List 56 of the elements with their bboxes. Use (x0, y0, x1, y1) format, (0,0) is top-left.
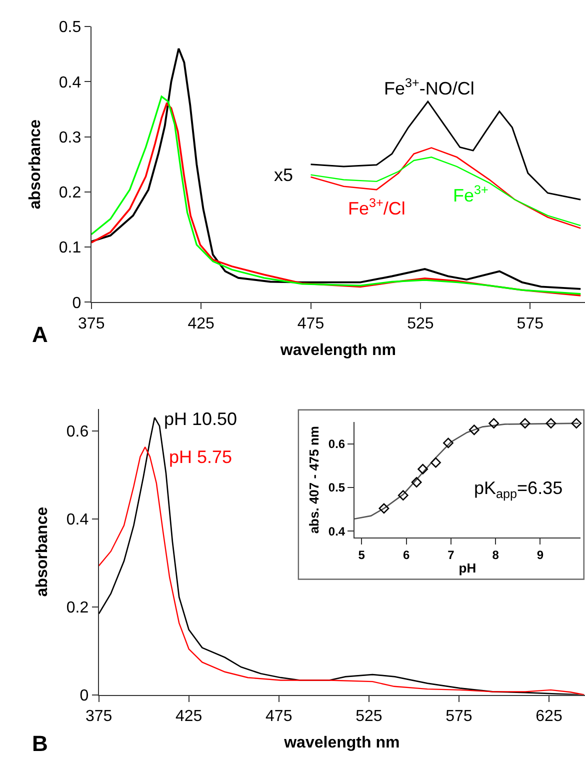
series-label: Fe$^{3+}$/Cl (348, 196, 406, 219)
text: B (32, 731, 48, 756)
series-label: Fe$^{3+}$ (453, 183, 488, 206)
point (378, 503, 390, 514)
y-tick-label: 0 (80, 687, 89, 704)
y-tick-label: 0.4 (328, 524, 346, 538)
y-tick-label: 0.5 (58, 19, 82, 36)
x-tick-label: 7 (448, 548, 455, 562)
series-label: pH 5.75 (169, 447, 232, 467)
y-tick-label: 0.5 (328, 480, 346, 495)
series-label: pH 10.50 (164, 409, 238, 429)
x-tick-label: 5 (358, 548, 366, 562)
y-tick-label: 0.2 (58, 184, 82, 202)
line-series (91, 48, 582, 290)
x-tick-label: 525 (356, 708, 382, 725)
y-axis-title: absorbance (34, 506, 52, 597)
point (418, 464, 428, 474)
x-tick-label: 575 (516, 315, 544, 332)
y-axis-title: abs. 407 - 475 nm (306, 426, 322, 534)
point (468, 424, 480, 436)
point (398, 490, 408, 501)
x-tick-label: 475 (297, 315, 324, 332)
x-tick-label: 525 (407, 315, 434, 332)
point (443, 438, 454, 448)
x-tick-label: 425 (188, 315, 215, 332)
point (520, 418, 530, 429)
y-tick-label: 0.3 (58, 129, 82, 146)
y-tick-label: 0.2 (66, 599, 89, 616)
point (571, 418, 582, 429)
x-tick-label: 375 (85, 708, 112, 725)
x-tick-label: 375 (78, 315, 105, 332)
y-tick-label: 0.1 (58, 240, 82, 257)
annotation: x5 (274, 165, 294, 185)
series-label: Fe$^{3+}$-NO/Cl (384, 76, 474, 99)
x-axis-title: wavelength nm (279, 342, 396, 360)
y-tick-label: 0.4 (58, 74, 82, 92)
y-axis-title: absorbance (26, 119, 44, 210)
point (411, 477, 422, 488)
y-tick-label: 0.4 (66, 511, 89, 528)
x-tick-label: 6 (402, 548, 410, 562)
x-tick-label: 575 (446, 708, 472, 725)
y-tick-label: 0.6 (66, 423, 89, 440)
x-tick-label: 425 (175, 708, 202, 725)
annotation: pK$_{app}$=6.35 (474, 478, 563, 501)
point (430, 457, 441, 468)
text: A (32, 322, 48, 347)
point (546, 418, 556, 429)
x-tick-label: 475 (266, 708, 292, 725)
x-tick-label: 625 (536, 708, 562, 725)
point (488, 418, 499, 429)
x-tick-label: 8 (492, 548, 500, 562)
y-tick-label: 0.6 (328, 437, 346, 452)
y-tick-label: 0 (72, 294, 82, 312)
x-tick-label: 9 (536, 548, 544, 562)
x-axis-title: wavelength nm (283, 734, 400, 752)
x-axis-title: pH (458, 560, 476, 576)
